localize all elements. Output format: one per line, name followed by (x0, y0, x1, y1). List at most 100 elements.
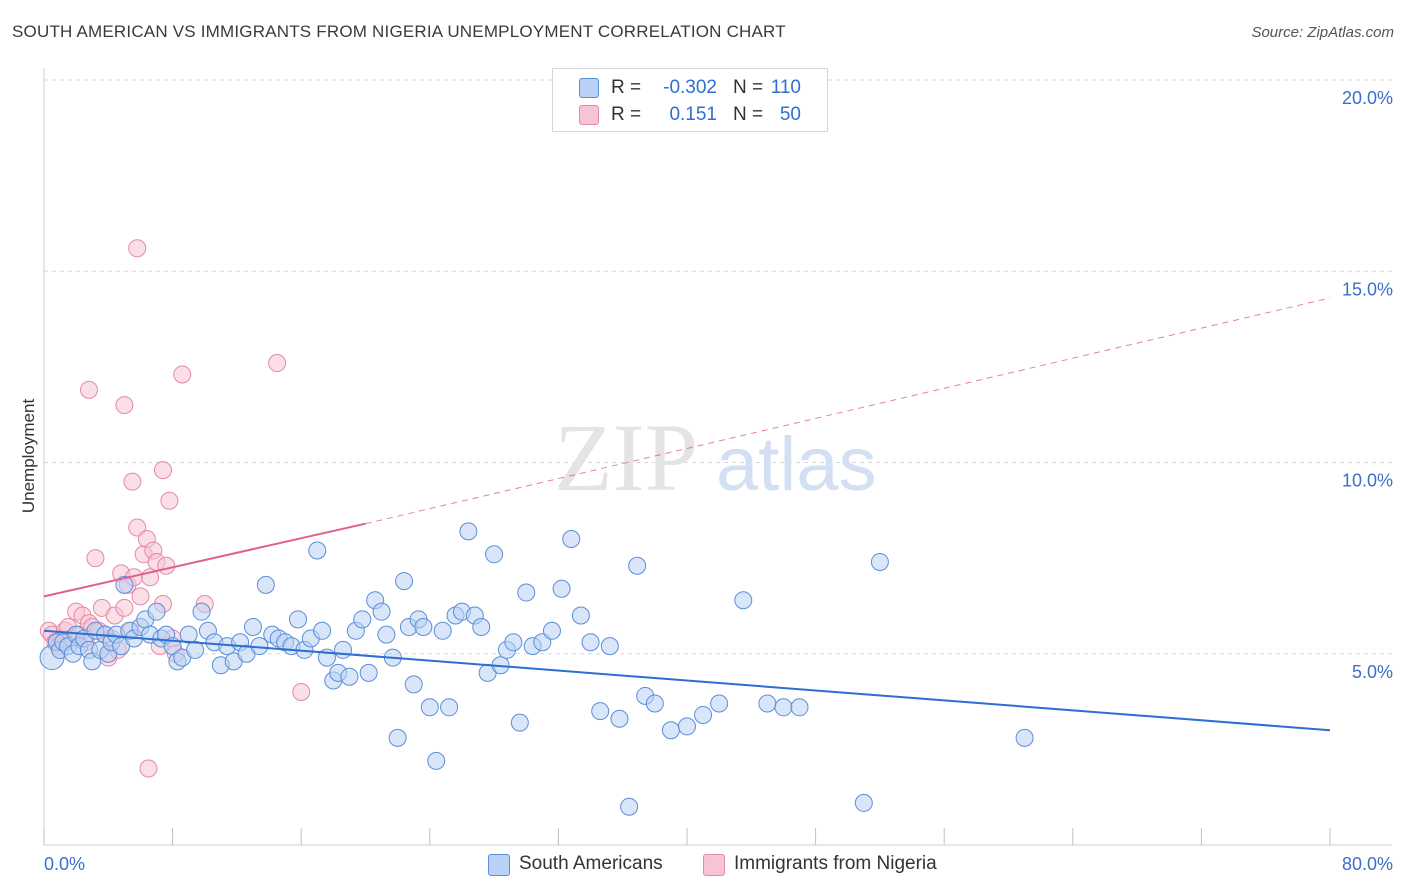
south-american-point (610, 709, 629, 728)
legend-row-nigeria: R = 0.151 N = 50 (553, 100, 827, 128)
south-american-point (179, 625, 198, 644)
nigeria-point (131, 587, 150, 606)
south-american-point (533, 633, 552, 652)
south-american-point (115, 575, 134, 594)
south-american-point (774, 698, 793, 717)
south-american-point (790, 698, 809, 717)
nigeria-point (157, 556, 176, 575)
south-american-point (517, 583, 536, 602)
south-american-point (433, 621, 452, 640)
south-american-point (313, 621, 332, 640)
nigeria-trend-line (43, 522, 366, 598)
south-american-point (192, 602, 211, 621)
legend-n-value: 50 (779, 104, 801, 125)
south-american-point (678, 717, 696, 736)
legend-swatch-blue (488, 854, 510, 876)
south-american-point (694, 705, 713, 724)
south-american-point (372, 602, 391, 621)
legend-n-label: N = (733, 77, 764, 98)
series-legend: South Americans Immigrants from Nigeria (0, 852, 1406, 878)
legend-r-value: 0.151 (669, 104, 717, 125)
source-label: Source: ZipAtlas.com (1251, 24, 1394, 41)
legend-label-nigeria: Immigrants from Nigeria (734, 853, 937, 874)
south-american-point (333, 640, 352, 659)
y-tick-label: 5.0% (1352, 662, 1393, 682)
chart-title: SOUTH AMERICAN VS IMMIGRANTS FROM NIGERI… (12, 22, 786, 41)
south-american-point (186, 640, 205, 659)
nigeria-point (86, 549, 105, 568)
south-american-point (542, 621, 561, 640)
legend-label-south-americans: South Americans (519, 853, 663, 874)
y-tick-label: 15.0% (1342, 279, 1393, 299)
axes (43, 68, 1392, 846)
nigeria-point (115, 396, 134, 415)
grid-lines (44, 79, 1392, 655)
south-american-point (591, 702, 610, 721)
south-american-point (414, 617, 433, 636)
south-american-point (459, 522, 478, 541)
south-american-point (1015, 728, 1034, 747)
legend-n-label: N = (733, 104, 764, 125)
south-american-point (340, 667, 359, 686)
nigeria-point (173, 365, 192, 384)
south-american-point (600, 637, 619, 656)
south-american-point (485, 545, 504, 564)
south-american-point (645, 694, 664, 713)
legend-swatch-blue (579, 78, 599, 98)
nigeria-point (139, 759, 158, 778)
watermark-zip: ZIP (554, 404, 698, 511)
tick-labels: 5.0% 10.0% 15.0% 20.0% 0.0% 80.0% (44, 88, 1393, 874)
trend-lines (43, 297, 1331, 732)
nigeria-trend-extension (365, 297, 1331, 525)
south-american-point (440, 698, 459, 717)
south-american-point (562, 530, 581, 548)
south-american-point (308, 541, 327, 560)
nigeria-point (128, 239, 147, 258)
south-american-point (628, 556, 647, 575)
y-axis-label: Unemployment (19, 399, 38, 514)
south-american-point (620, 797, 639, 816)
watermark: ZIP atlas (554, 404, 877, 511)
y-tick-label: 20.0% (1342, 88, 1393, 108)
x-tick-label: 80.0% (1342, 854, 1393, 874)
legend-row-south-americans: R = -0.302 N = 110 (553, 73, 827, 101)
correlation-legend: R = -0.302 N = 110 R = 0.151 N = 50 (552, 68, 828, 132)
south-american-point (395, 572, 414, 591)
south-american-point (571, 606, 590, 625)
south-american-point (734, 591, 753, 610)
nigeria-point (292, 683, 311, 701)
south-american-point (552, 579, 571, 598)
south-american-point (288, 610, 307, 629)
nigeria-point (153, 461, 172, 480)
south-american-point (353, 610, 372, 629)
south-american-point (510, 713, 529, 732)
x-tick-label: 0.0% (44, 854, 85, 874)
south-american-point (404, 675, 423, 694)
south-american-point (870, 552, 889, 571)
nigeria-point (268, 354, 287, 373)
south-american-point (377, 625, 396, 644)
nigeria-point (80, 380, 99, 399)
nigeria-point (123, 472, 142, 491)
legend-swatch-pink (703, 854, 725, 876)
south-american-point (581, 633, 600, 652)
south-american-point (661, 721, 680, 740)
south-american-point (854, 793, 873, 812)
legend-r-label: R = (611, 104, 642, 125)
south-american-point (504, 633, 523, 652)
legend-r-value: -0.302 (663, 77, 717, 98)
watermark-atlas: atlas (716, 422, 877, 507)
south-american-point (359, 663, 378, 682)
legend-r-label: R = (611, 77, 642, 98)
south-american-point (388, 728, 407, 747)
south-american-point (420, 698, 439, 717)
south-american-point (256, 575, 275, 594)
y-tick-label: 10.0% (1342, 471, 1393, 491)
nigeria-point (115, 598, 134, 617)
south-american-point (758, 694, 777, 713)
nigeria-point (160, 491, 179, 510)
nigeria-point (128, 518, 147, 537)
south-american-point (427, 751, 446, 770)
south-american-trend-line (43, 629, 1331, 732)
